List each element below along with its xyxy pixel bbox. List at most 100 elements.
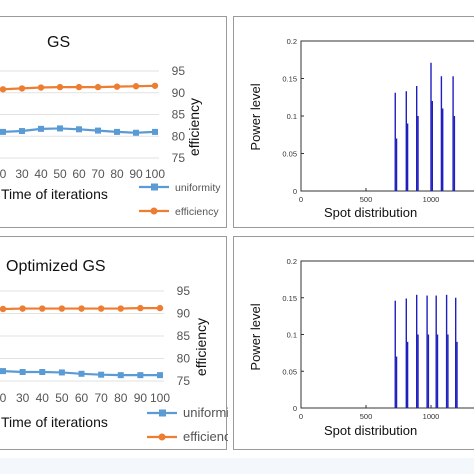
x-tick-label: 30 [16,391,30,405]
data-point-uniformity [57,125,63,132]
x-tick-label: 70 [94,391,108,405]
data-point-uniformity [114,128,120,135]
x-tick-label: 500 [360,412,373,421]
optimized-gs-spot-chart-panel: 0.20.150.10.050050010001Spot distributio… [233,236,474,450]
data-point-uniformity [58,369,65,376]
y-axis-label: efficiency [193,318,209,376]
y-tick-label: 0.15 [282,75,297,84]
data-point-efficiency [39,305,46,312]
x-tick-label: 100 [145,167,165,181]
x-axis-label: Spot distribution [324,205,417,220]
data-point-uniformity [0,128,6,135]
x-axis-label: Time of iterations [1,414,108,430]
gs-spot-chart-panel: 0.20.150.10.050050010001Spot distributio… [233,16,474,228]
x-tick-label: 50 [53,167,67,181]
legend-label-uniformity: uniformity [175,182,221,194]
data-point-uniformity [19,128,25,135]
y-tick-label: 90 [177,307,191,321]
x-tick-label: 70 [91,167,105,181]
data-point-uniformity [38,125,44,132]
x-tick-label: 0 [299,195,303,204]
chart-title: Optimized GS [6,258,106,275]
data-point-efficiency [113,83,121,90]
legend-label-efficiency: efficiency [175,206,219,218]
legend-label-efficiency: efficiency [183,429,228,444]
data-point-uniformity [0,368,6,375]
plot-axes [300,40,474,192]
data-point-efficiency [19,305,26,312]
y-tick-label: 95 [177,284,191,298]
data-point-uniformity [133,129,139,136]
x-tick-label: 90 [134,391,148,405]
x-tick-label: 40 [36,391,50,405]
legend-label-uniformity: uniformity [183,405,228,420]
y-axis-label: Power level [248,83,263,150]
optimized-gs-spot-chart: 0.20.150.10.050050010001Spot distributio… [248,257,474,438]
y-tick-label: 85 [172,108,186,122]
x-tick-label: 100 [150,391,170,405]
data-point-efficiency [78,305,85,312]
y-tick-label: 0.2 [287,37,297,46]
gs-line-chart-panel: GS 95 90 85 80 75 0 30 40 50 60 70 80 90 100 Time of it… [0,16,227,228]
data-point-efficiency [94,83,102,91]
data-point-efficiency [75,83,83,91]
data-point-efficiency [37,84,45,91]
x-tick-label: 60 [75,391,89,405]
y-tick-label: 85 [177,329,191,343]
data-point-uniformity [152,128,158,135]
data-point-efficiency [0,305,7,313]
data-point-efficiency [0,86,7,93]
legend-marker-uniformity [151,183,158,191]
x-tick-label: 1000 [423,412,440,421]
legend-marker-uniformity [159,409,166,417]
data-point-uniformity [39,369,46,375]
data-point-uniformity [19,369,26,375]
y-tick-label: 95 [172,64,186,78]
x-tick-label: 500 [360,195,373,204]
y-axis-label: efficiency [186,98,202,156]
x-tick-label: 0 [299,412,303,421]
gs-spot-chart: 0.20.150.10.050050010001Spot distributio… [248,37,474,220]
y-tick-label: 0 [293,404,297,413]
data-point-efficiency [156,304,164,312]
legend-marker-efficiency [158,433,166,441]
chart-title: GS [47,34,70,51]
x-tick-label: 0 [0,391,7,405]
x-tick-label: 30 [15,167,29,181]
data-point-efficiency [56,83,64,91]
data-point-efficiency [58,305,66,312]
x-axis-label: Spot distribution [324,423,417,438]
y-tick-label: 90 [172,86,186,100]
data-point-uniformity [117,372,124,379]
x-tick-label: 50 [55,391,69,405]
legend-marker-efficiency [150,207,158,215]
bottom-strip [0,458,474,474]
y-tick-label: 0.1 [287,112,297,121]
x-tick-label: 40 [34,167,48,181]
data-point-efficiency [151,82,159,89]
data-point-efficiency [18,85,26,92]
x-tick-label: 80 [110,167,124,181]
data-point-uniformity [95,127,101,134]
x-tick-label: 0 [0,167,7,181]
y-tick-label: 80 [172,129,186,143]
optimized-gs-line-chart-panel: Optimized GS 95 90 85 80 75 0 30 40 50 60 70 80 90 100… [0,236,240,450]
x-tick-label: 60 [72,167,86,181]
data-point-uniformity [98,371,105,378]
y-tick-label: 0.15 [282,294,297,303]
x-axis-label: Time of iterations [1,186,108,202]
y-tick-label: 80 [177,352,191,366]
data-point-efficiency [137,304,144,312]
y-tick-label: 75 [172,151,186,165]
data-point-uniformity [78,370,85,377]
x-tick-label: 90 [129,167,143,181]
data-point-efficiency [132,83,140,90]
y-tick-label: 0.05 [282,367,297,376]
data-point-uniformity [157,372,163,379]
y-tick-label: 0.1 [287,331,297,340]
y-tick-label: 75 [177,374,191,388]
data-point-uniformity [76,126,82,133]
data-point-efficiency [117,305,124,312]
